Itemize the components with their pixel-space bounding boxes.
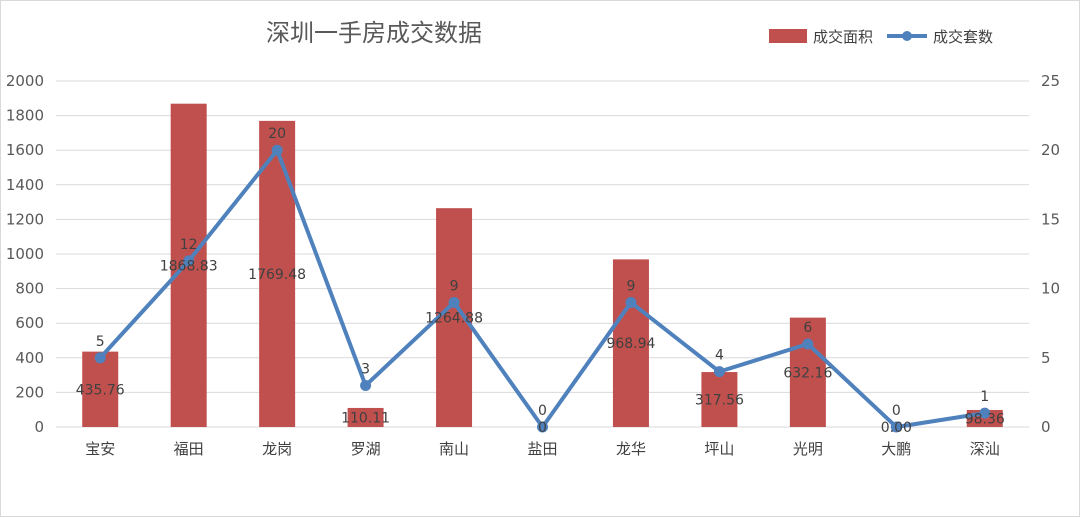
line-value-label: 9 [626,278,635,294]
bar-value-label: 435.76 [76,382,125,398]
line-point-1 [183,255,195,267]
left-axis-tick-label: 800 [15,280,44,298]
chart-title: 深圳一手房成交数据 [266,19,482,47]
category-axis-labels: 宝安 福田 龙岗 罗湖 南山 盐田 龙华 坪山 光明 大鹏 深汕 [85,440,1000,458]
category-label: 盐田 [527,440,557,458]
left-axis-tick-label: 2000 [6,72,44,90]
bar-value-label: 98.36 [965,411,1005,427]
left-axis-tick-label: 1000 [6,245,44,263]
line-point-9 [890,421,902,433]
line-point-4 [448,296,460,308]
line-point-0 [94,352,106,364]
line-value-label: 1 [980,389,989,405]
legend-area-swatch [769,29,807,43]
bar-8 [789,317,826,427]
gridlines [56,80,1029,428]
left-axis-tick-label: 400 [15,349,44,367]
line-point-3 [360,379,372,391]
category-label: 大鹏 [881,440,911,458]
category-label: 深汕 [970,440,1000,458]
bar-value-label: 317.56 [695,393,744,409]
category-label: 福田 [174,440,204,458]
bar-value-label: 1868.83 [160,258,218,274]
bar-2 [259,120,296,428]
left-axis-tick-label: 1400 [6,176,44,194]
category-label: 坪山 [704,440,734,458]
bar-value-label: 1769.48 [248,267,306,283]
line-point-8 [802,338,814,350]
left-axis-tick-label: 1800 [6,107,44,125]
bar-6 [612,259,649,427]
category-label: 光明 [793,440,823,458]
right-axis-tick-label: 15 [1041,210,1060,228]
line-value-label: 9 [450,278,459,294]
bar-3 [347,407,384,427]
category-label: 南山 [439,440,469,458]
line-point-5 [537,421,548,433]
bar-7 [701,372,738,427]
category-label: 龙岗 [262,440,292,458]
line-value-label: 6 [803,320,812,336]
line-value-label: 0 [892,403,901,419]
left-axis-tick-label: 1600 [6,141,44,159]
right-axis-tick-label: 25 [1041,72,1060,90]
bar-value-label: 0.00 [881,420,912,436]
line-series-count [94,144,991,433]
legend-area-label: 成交面积 [813,28,873,46]
category-label: 罗湖 [351,440,381,458]
left-axis-tick-label: 1200 [6,210,44,228]
bar-value-label: 110.11 [341,410,390,426]
line-point-7 [713,366,725,378]
bar-value-label: 0 [538,420,547,436]
right-axis-tick-label: 20 [1041,141,1060,159]
legend: 成交面积 成交套数 [769,28,993,46]
line-value-label: 20 [268,126,286,142]
bar-0 [82,351,119,427]
right-axis-tick-label: 5 [1041,349,1051,367]
legend-count-label: 成交套数 [933,28,993,46]
bar-value-label: 968.94 [606,336,655,352]
right-axis-ticks: 0 5 10 15 20 25 [1041,72,1060,436]
left-axis-tick-label: 200 [15,383,44,401]
category-label: 宝安 [85,440,115,458]
right-axis-tick-label: 0 [1041,418,1051,436]
legend-count-marker [902,31,912,41]
category-label: 龙华 [616,440,646,458]
right-axis-tick-label: 10 [1041,280,1060,298]
bar-series-area [82,103,1003,428]
line-value-label: 0 [538,403,547,419]
line-value-label: 12 [180,237,198,253]
data-labels: 435.76 1868.83 1769.48 110.11 1264.88 0 968.94… [76,126,1005,436]
line-point-10 [979,407,991,419]
line-point-6 [625,296,637,308]
left-axis-tick-label: 600 [15,314,44,332]
line-value-label: 3 [361,361,370,377]
left-axis-ticks: 0 200 400 600 800 1000 1200 1400 1600 1800 2000 [6,72,44,436]
bar-value-label: 632.16 [783,365,832,381]
line-value-label: 5 [96,334,105,350]
line-value-label: 4 [715,348,724,364]
line-point-2 [271,144,283,156]
left-axis-tick-label: 0 [34,418,44,436]
bar-value-label: 1264.88 [425,311,483,327]
